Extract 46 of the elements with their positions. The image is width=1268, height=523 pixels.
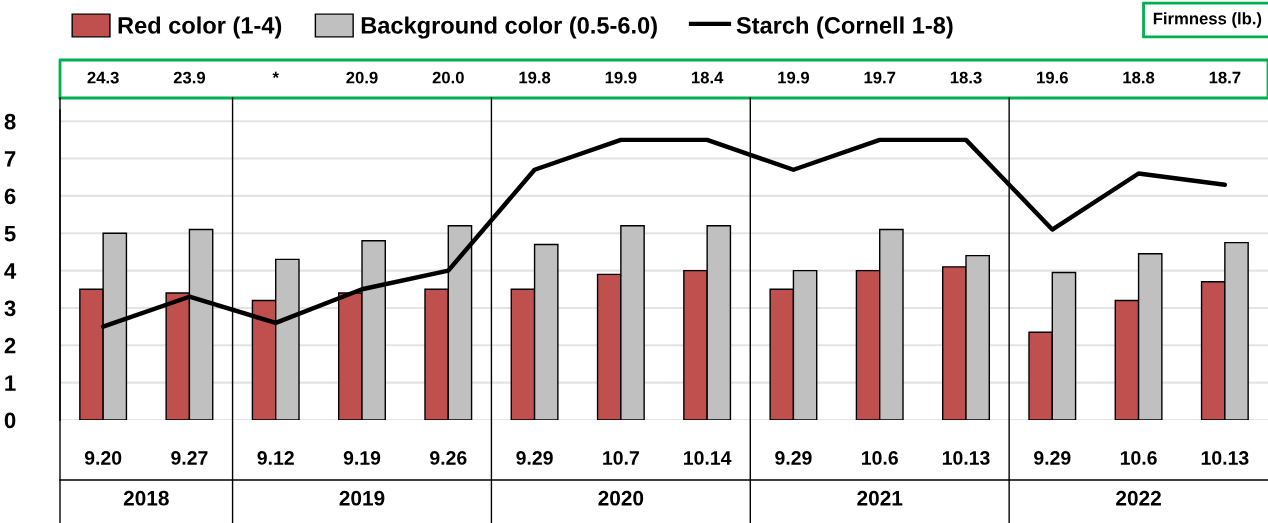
text: 19.9	[778, 71, 810, 84]
text: 18.7	[1209, 71, 1241, 84]
x-tick-label: 9.29	[516, 451, 553, 465]
y-tick-label: 7	[4, 151, 16, 167]
x-tick-label: 9.12	[257, 451, 294, 465]
text: 2018	[123, 490, 169, 506]
x-tick-label: 9.19	[343, 451, 381, 465]
x-tick-label: 9.27	[171, 451, 208, 465]
text: 19.6	[1037, 71, 1068, 84]
y-tick-label: 3	[4, 300, 16, 317]
y-tick-label: 5	[4, 226, 16, 242]
text: 19.8	[519, 71, 551, 84]
text: 18.3	[950, 71, 982, 84]
text: 18.4	[691, 71, 724, 84]
x-tick-label: 9.26	[430, 451, 467, 465]
x-tick-label: 10.13	[942, 451, 990, 465]
legend-label: Red color (1-4)	[118, 16, 282, 39]
y-tick-label: 4	[4, 263, 17, 279]
x-tick-label: 10.13	[1201, 451, 1249, 465]
x-tick-label: 10.14	[684, 451, 732, 465]
text: 24.3	[87, 71, 119, 84]
legend-label: Background color (0.5-6.0)	[361, 16, 657, 39]
legend-label: Starch (Cornell 1-8)	[736, 16, 953, 39]
text: 20.9	[346, 71, 378, 84]
x-tick-label: 10.6	[862, 451, 898, 465]
x-tick-label: 10.7	[603, 451, 639, 465]
text: 18.8	[1123, 71, 1155, 84]
text: 23.9	[173, 71, 206, 84]
text: 20.0	[432, 71, 464, 84]
x-tick-label: 9.29	[1034, 451, 1071, 465]
text: 19.9	[605, 71, 637, 84]
text: 2022	[1116, 490, 1161, 506]
y-tick-label: 0	[4, 412, 16, 429]
text: 19.7	[864, 71, 896, 84]
text: 2021	[857, 490, 903, 506]
text: 2020	[598, 490, 644, 506]
x-tick-label: 10.6	[1120, 451, 1157, 465]
text: Firmness (lb.)	[1153, 12, 1262, 28]
y-tick-label: 1	[5, 375, 16, 391]
y-tick-label: 2	[4, 337, 16, 354]
y-tick-label: 6	[4, 188, 16, 205]
x-tick-label: 9.29	[775, 451, 812, 465]
y-tick-label: 8	[4, 113, 16, 130]
x-tick-label: 9.20	[84, 451, 122, 465]
text: *	[272, 71, 279, 79]
text: 2019	[339, 490, 385, 506]
